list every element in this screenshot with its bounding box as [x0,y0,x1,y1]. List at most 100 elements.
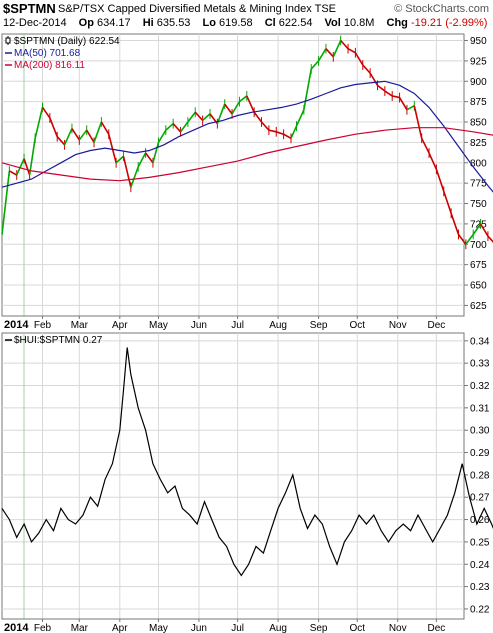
price-segment [93,121,103,143]
x-tick-label: Mar [71,623,89,633]
x-tick-label: Jun [191,320,207,331]
y-tick-label: 925 [470,56,487,67]
price-segment [465,234,474,245]
x-year-label: 2014 [4,319,29,331]
x-tick-label: Dec [427,623,445,633]
price-segment [78,129,88,141]
panel-frame [1,332,465,620]
price-segment [398,97,408,111]
price-segment [85,129,95,143]
x-tick-label: Aug [269,320,287,331]
price-segment [310,60,320,70]
price-segment [420,137,430,154]
price-segment [260,121,270,131]
price-segment [362,64,371,74]
price-segment [15,158,25,176]
price-segment [354,52,364,66]
y-tick-label: 0.30 [470,426,490,437]
price-segment [172,123,182,133]
y-tick-label: 0.24 [470,560,490,571]
price-segment [290,125,298,139]
price-segment [41,106,51,119]
price-segment [1,170,11,235]
price-segment [23,158,31,176]
price-segment [71,128,80,141]
price-segment [107,134,117,163]
ratio-x-axis: 2014 Feb Mar Apr May Jun Jul Aug Sep Oct Nov Dec [2,618,464,633]
x-tick-label: Feb [34,623,52,633]
price-segment [137,152,147,168]
price-segment [49,117,58,137]
x-tick-label: Feb [34,320,52,331]
ratio-panel: 0.22 0.23 0.24 0.25 0.26 0.27 0.28 0.29 0.30 0.31… [1,332,493,620]
price-segment [63,128,73,146]
price-segment [303,68,313,110]
x-tick-label: Aug [269,623,287,633]
quote-low: 619.58 [219,17,253,29]
y-tick-label: 850 [470,118,487,129]
y-tick-label: 0.23 [470,582,490,593]
x-tick-label: Jul [231,320,244,331]
x-tick-label: Oct [349,623,365,633]
chart-header: $SPTMN S&P/TSX Capped Diversified Metals… [0,0,493,33]
y-tick-label: 0.32 [470,381,490,392]
price-segment [332,40,342,58]
price-segment [442,191,452,214]
quote-open: 634.17 [97,17,131,29]
price-segment [144,152,154,164]
price-segment [246,95,255,113]
y-tick-label: 875 [470,97,487,108]
x-tick-label: Sep [310,320,328,331]
price-segment [8,170,18,176]
y-tick-label: 0.28 [470,470,490,481]
candle-icon-body [5,37,11,44]
legend-label: MA(200) 816.11 [14,60,85,71]
price-segment [413,105,423,139]
x-tick-label: May [149,320,168,331]
x-tick-label: Dec [427,320,445,331]
price-segment [340,39,349,50]
y-tick-label: 0.34 [470,336,490,347]
price-segment [295,109,305,127]
price-segment [457,234,467,245]
price-segment [253,111,263,123]
y-tick-label: 0.33 [470,359,490,370]
y-tick-label: 0.29 [470,448,490,459]
x-year-label: 2014 [4,622,29,633]
price-segment [231,101,241,115]
price-segment [435,169,445,192]
y-tick-label: 0.25 [470,537,490,548]
y-tick-label: 700 [470,240,487,251]
x-tick-label: Apr [112,320,128,331]
price-segment [487,235,493,243]
y-tick-label: 0.22 [470,604,490,615]
price-segment [392,95,400,99]
price-segment [28,138,36,176]
price-segment [325,48,334,58]
y-tick-label: 0.31 [470,403,490,414]
price-x-axis: 2014 Feb Mar Apr May Jun Jul Aug Sep Oct Nov Dec [2,315,464,331]
price-segment [283,133,292,140]
y-tick-label: 775 [470,179,487,190]
stockcharts-watermark: © StockCharts.com [394,3,489,15]
candle-icon [5,36,11,45]
quote-date: 12-Dec-2014 [3,17,67,29]
price-segment [130,166,139,188]
price-segment [194,111,204,121]
price-segment [34,107,44,139]
price-segment [216,103,226,124]
y-tick-label: 0.27 [470,493,490,504]
y-tick-label: 725 [470,219,487,230]
price-segment [472,223,482,235]
legend-label: $SPTMN (Daily) 622.54 [14,36,120,47]
y-tick-label: 625 [470,301,487,312]
price-segment [165,123,174,131]
price-segment [276,131,284,136]
price-segment [450,213,460,235]
price-segment [406,105,415,111]
quote-volume: 10.8M [343,17,375,29]
y-tick-label: 750 [470,199,487,210]
price-segment [224,103,233,115]
quote-summary: 12-Dec-2014 Op 634.17 Hi 635.53 Lo 619.5… [3,17,488,29]
panel-frame [1,33,465,317]
